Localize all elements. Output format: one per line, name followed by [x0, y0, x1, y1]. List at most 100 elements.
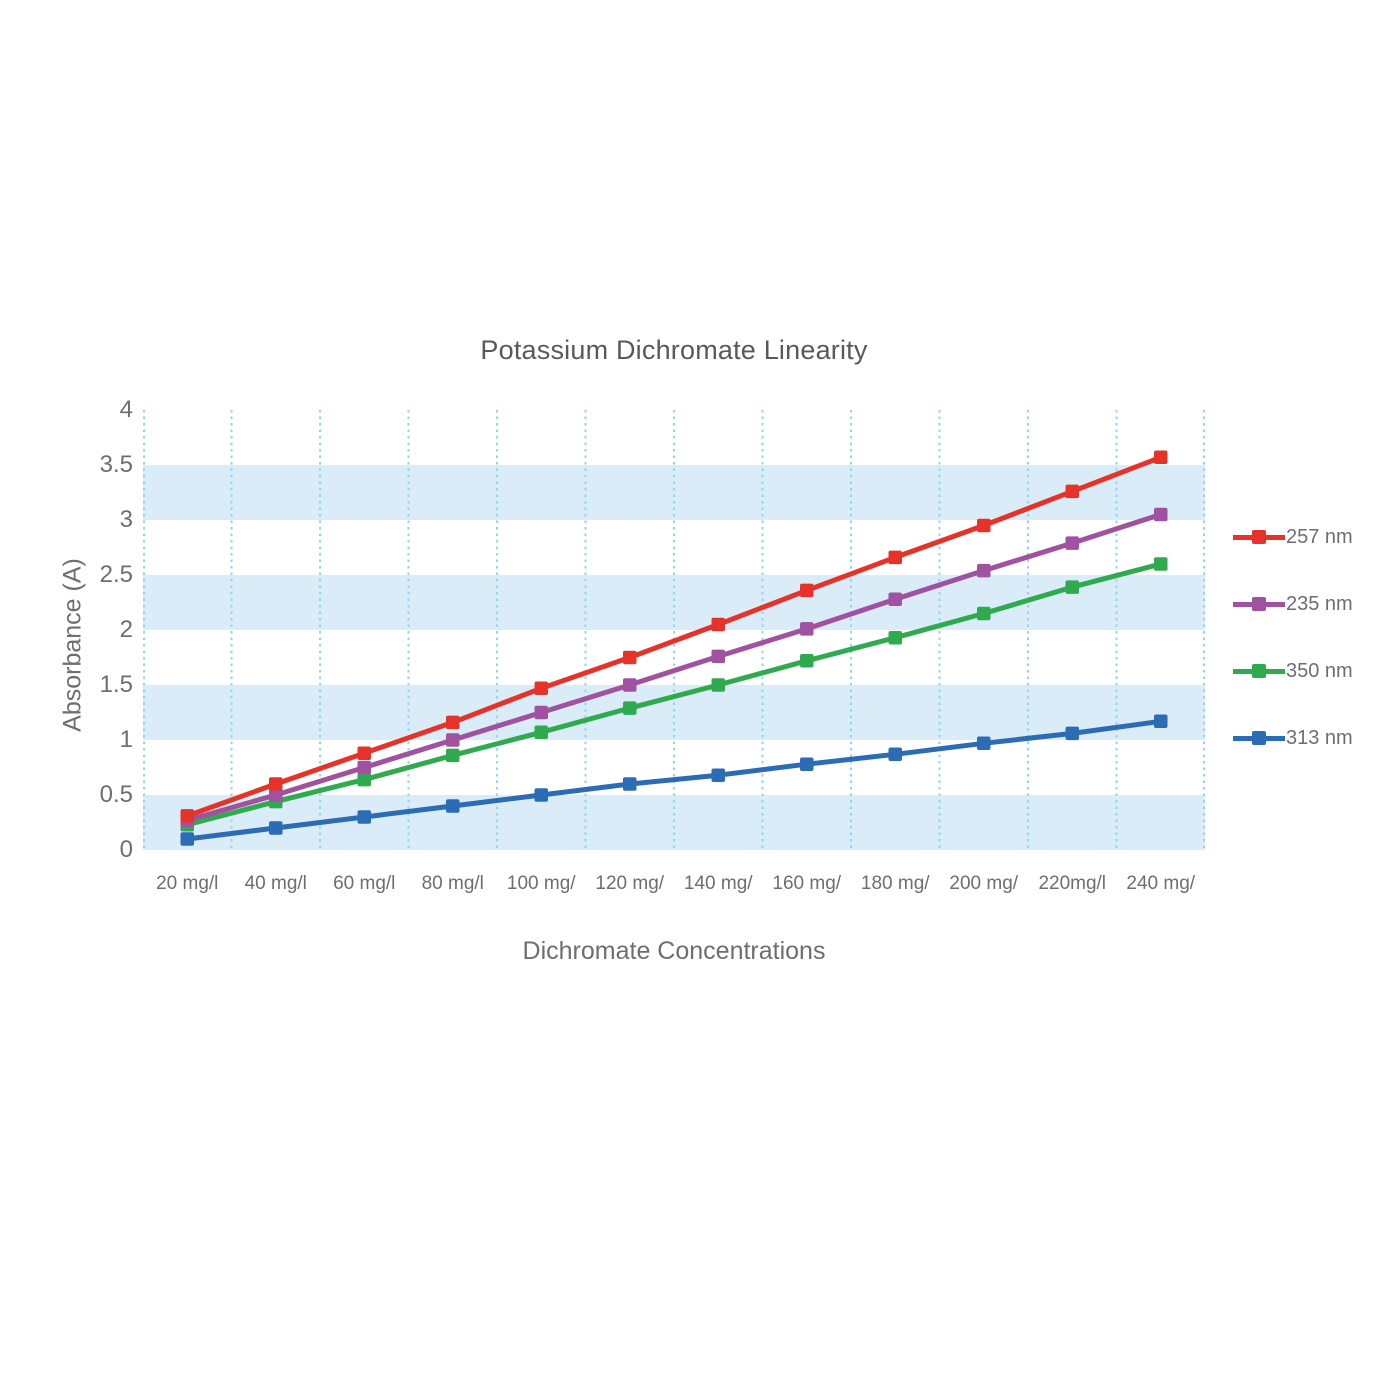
legend-label: 235 nm	[1286, 592, 1353, 615]
x-tick-label: 60 mg/l	[333, 873, 396, 894]
x-tick-label: 120 mg/	[595, 873, 665, 894]
y-tick-label: 1.5	[99, 671, 133, 698]
data-point-marker	[357, 772, 371, 787]
data-point-marker	[623, 701, 637, 715]
data-point-marker	[623, 678, 637, 692]
y-tick-label: 3.5	[99, 451, 133, 478]
series-line	[186, 561, 1162, 828]
x-tick-label: 200 mg/	[949, 873, 1019, 894]
data-point-marker	[534, 788, 548, 802]
y-axis-ticks: 0 0.5 1 1.5 2 2.5 3 3.5 4	[0, 396, 133, 863]
data-point-marker	[357, 760, 371, 775]
data-point-marker	[446, 799, 460, 813]
data-point-marker	[180, 832, 194, 846]
band-stripe	[143, 685, 1205, 740]
series-line	[186, 454, 1162, 819]
plot-svg	[143, 410, 1205, 850]
x-tick-label: 20 mg/l	[156, 873, 219, 894]
y-tick-label: 2	[119, 616, 133, 643]
x-tick-label: 180 mg/	[860, 873, 930, 894]
data-point-marker	[534, 725, 548, 740]
data-point-marker	[977, 736, 991, 751]
legend: 257 nm 235 nm 350 nm 313 nm	[1233, 522, 1353, 790]
y-tick-label: 3	[119, 506, 133, 533]
data-point-marker	[800, 757, 814, 771]
series-line	[186, 512, 1162, 823]
data-point-marker	[977, 563, 991, 578]
data-point-marker	[1065, 484, 1079, 499]
x-tick-label: 160 mg/	[772, 873, 842, 894]
data-point-marker	[1154, 450, 1168, 465]
legend-square-marker-icon	[1252, 731, 1266, 745]
y-tick-label: 4	[119, 396, 133, 423]
band-stripe	[143, 575, 1205, 630]
data-point-marker	[977, 518, 991, 533]
data-point-marker	[1154, 507, 1168, 522]
data-point-marker	[623, 777, 637, 791]
series-257nm	[180, 450, 1168, 823]
data-point-marker	[623, 650, 637, 665]
x-tick-label: 80 mg/l	[421, 873, 484, 894]
data-point-marker	[711, 768, 725, 782]
plot-area	[143, 410, 1205, 850]
x-tick-label: 40 mg/l	[244, 873, 307, 894]
x-tick-label: 140 mg/	[683, 873, 753, 894]
x-axis-ticks: 20 mg/l 40 mg/l 60 mg/l 80 mg/l 100 mg/120 m…	[143, 869, 1205, 899]
data-point-marker	[888, 630, 902, 645]
band-stripe	[143, 465, 1205, 520]
x-tick-label: 240 mg/	[1126, 873, 1196, 894]
data-point-marker	[888, 550, 902, 565]
legend-label: 257 nm	[1286, 525, 1353, 548]
data-point-marker	[534, 681, 548, 696]
data-point-marker	[888, 592, 902, 606]
data-point-marker	[180, 809, 194, 823]
data-point-marker	[1065, 726, 1079, 741]
legend-swatch-icon	[1233, 597, 1285, 611]
legend-square-marker-icon	[1252, 530, 1266, 544]
x-tick-label: 100 mg/	[506, 873, 576, 894]
data-point-marker	[446, 715, 460, 730]
data-point-marker	[1154, 557, 1168, 571]
data-point-marker	[711, 678, 725, 692]
legend-item: 235 nm	[1233, 589, 1353, 619]
data-point-marker	[1065, 536, 1079, 550]
data-point-marker	[446, 733, 460, 747]
legend-swatch-icon	[1233, 731, 1285, 745]
data-point-marker	[800, 654, 814, 668]
data-point-marker	[1154, 714, 1168, 729]
legend-label: 350 nm	[1286, 659, 1353, 682]
y-tick-label: 2.5	[99, 561, 133, 588]
data-point-marker	[534, 705, 548, 720]
data-point-marker	[269, 777, 283, 791]
x-axis-title: Dichromate Concentrations	[522, 937, 826, 965]
chart-title: Potassium Dichromate Linearity	[480, 335, 868, 365]
legend-item: 350 nm	[1233, 656, 1353, 686]
y-tick-label: 0.5	[99, 781, 133, 808]
x-tick-label: 220mg/l	[1038, 873, 1107, 894]
y-tick-label: 1	[119, 726, 133, 753]
data-point-marker	[711, 617, 725, 632]
y-tick-label: 0	[119, 836, 133, 863]
legend-square-marker-icon	[1252, 664, 1266, 678]
legend-item: 257 nm	[1233, 522, 1353, 552]
series-313nm	[180, 714, 1168, 846]
data-point-marker	[446, 748, 460, 763]
series-line	[186, 718, 1162, 842]
legend-item: 313 nm	[1233, 723, 1353, 753]
data-point-marker	[357, 810, 371, 824]
legend-label: 313 nm	[1286, 726, 1353, 749]
data-point-marker	[800, 583, 814, 598]
legend-square-marker-icon	[1252, 597, 1266, 611]
series-350nm	[180, 557, 1168, 832]
data-point-marker	[357, 746, 371, 760]
data-point-marker	[269, 821, 283, 835]
data-point-marker	[977, 606, 991, 621]
data-point-marker	[1065, 580, 1079, 594]
legend-swatch-icon	[1233, 664, 1285, 678]
data-point-marker	[888, 747, 902, 762]
data-point-marker	[269, 788, 283, 802]
data-point-marker	[800, 622, 814, 636]
legend-swatch-icon	[1233, 530, 1285, 544]
data-point-marker	[711, 649, 725, 664]
